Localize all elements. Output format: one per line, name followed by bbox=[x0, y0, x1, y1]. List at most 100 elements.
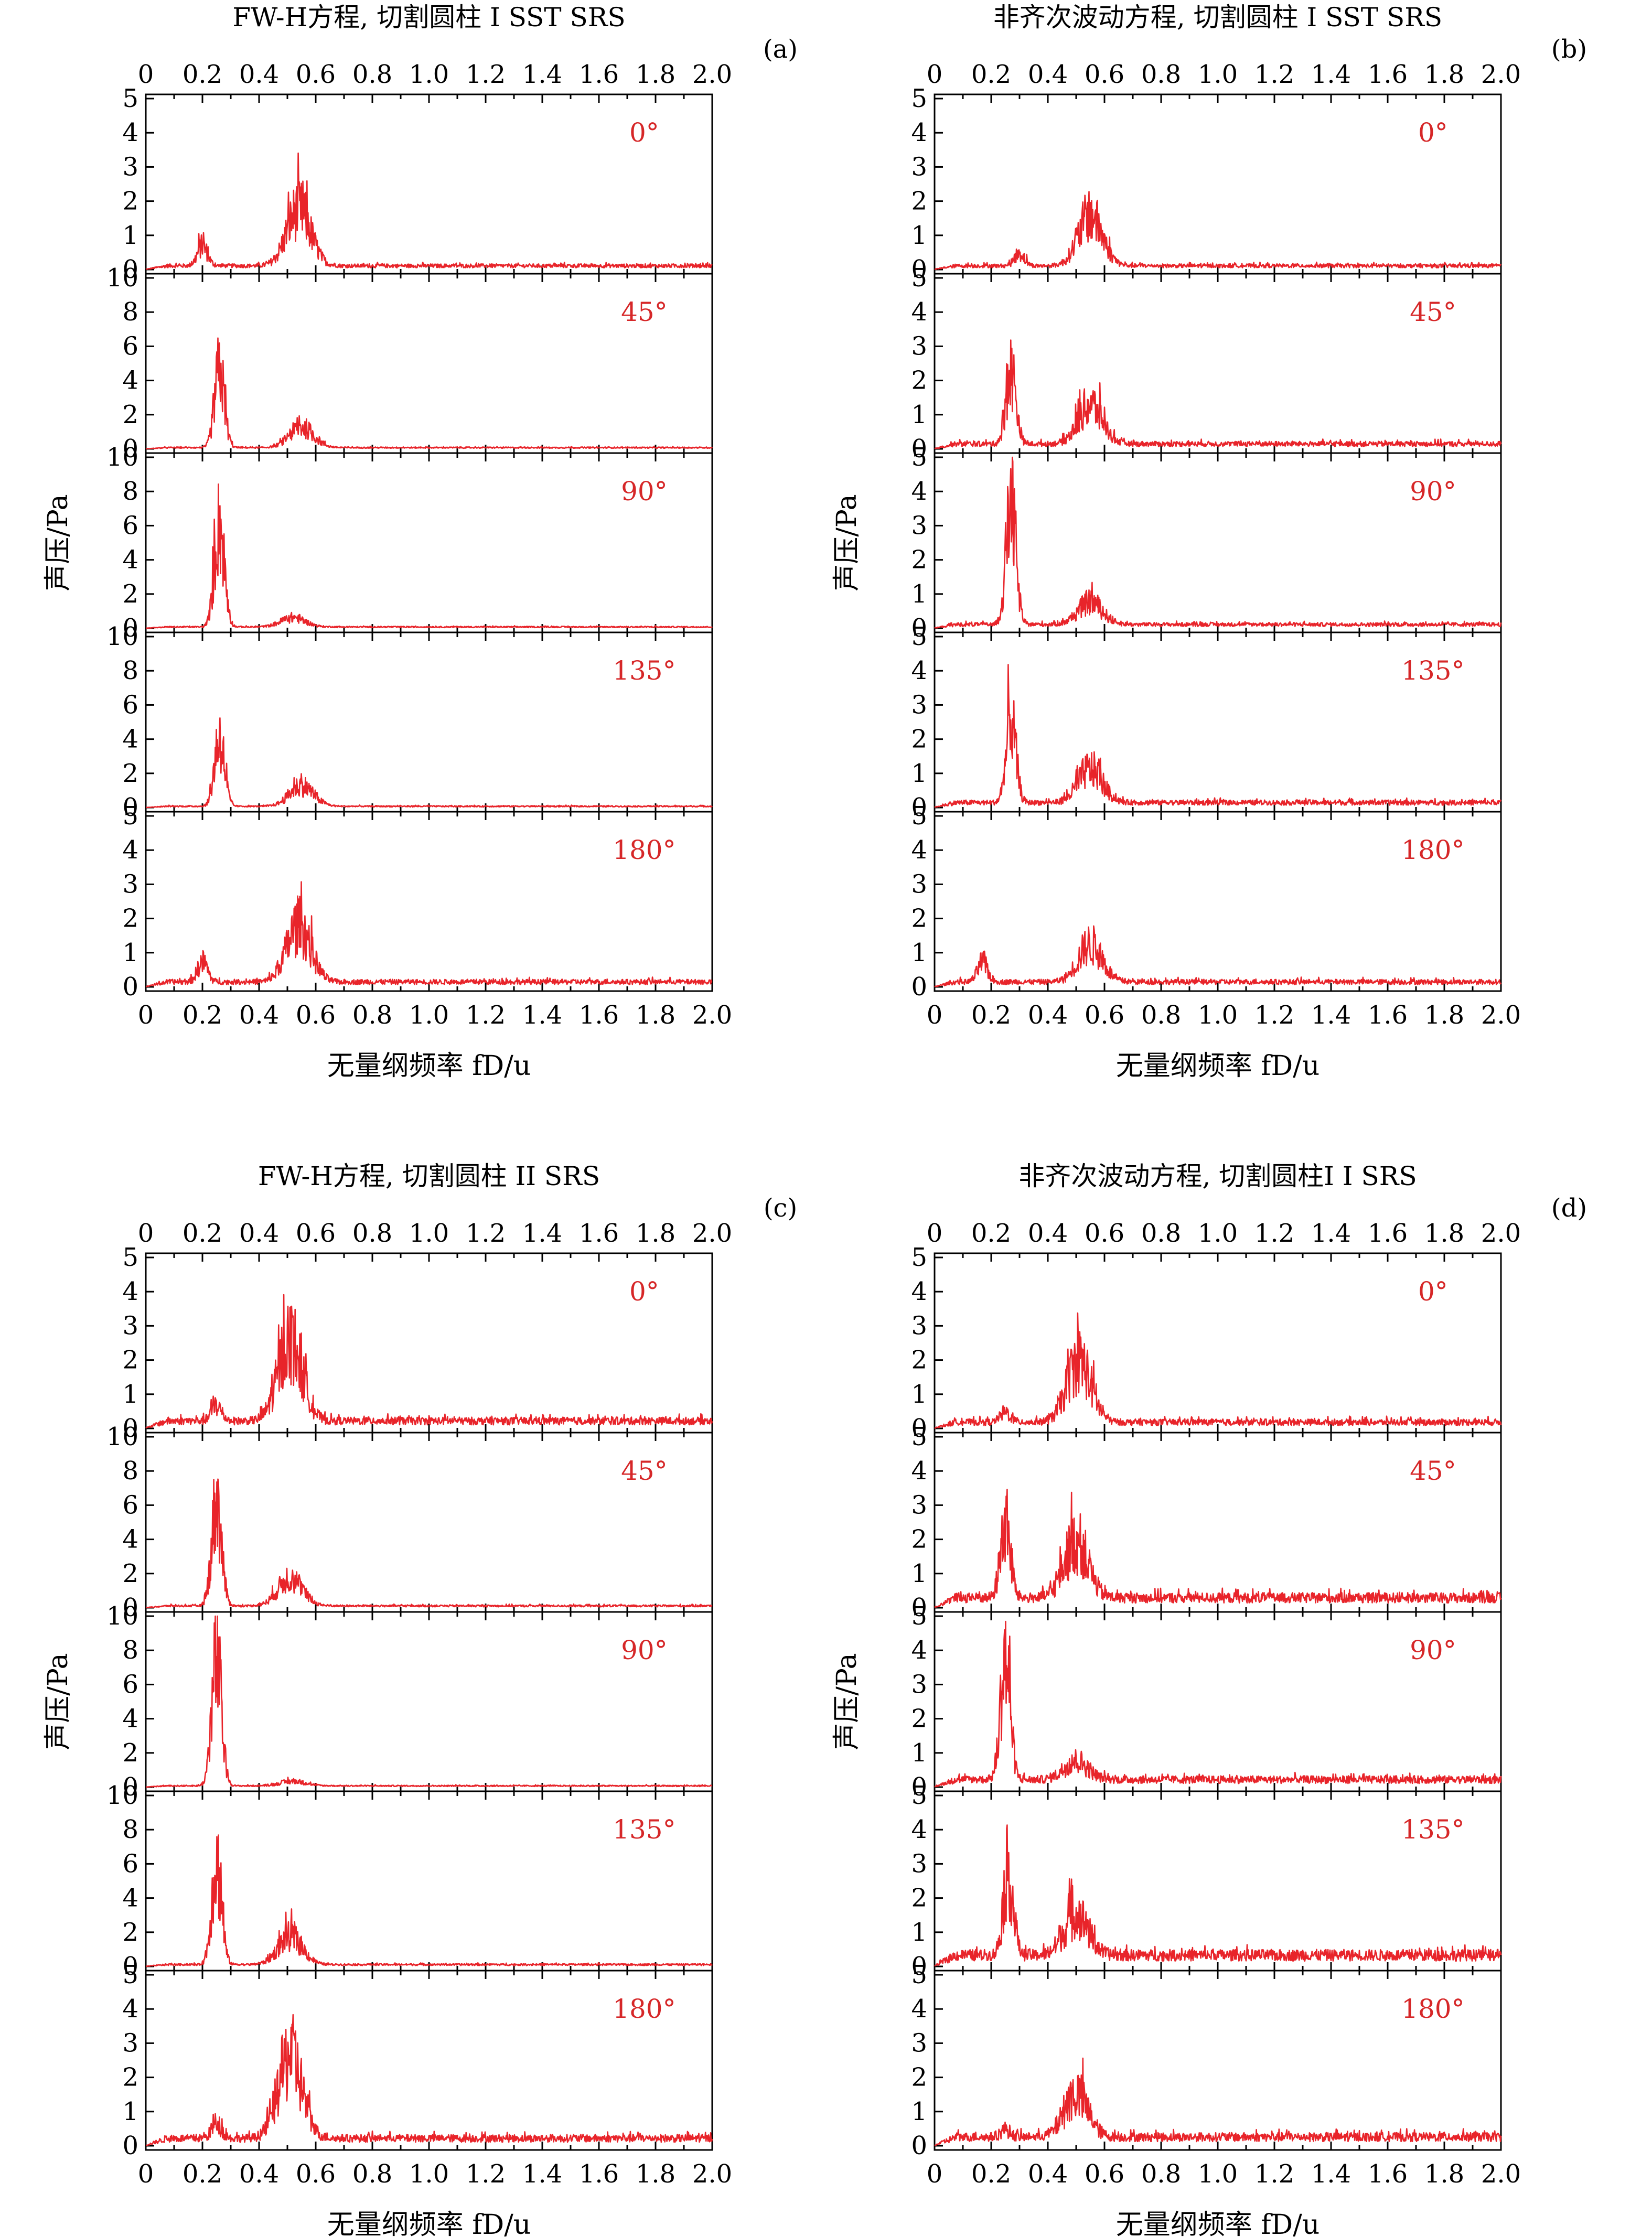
x-tick-label-top: 1.0 bbox=[409, 1219, 449, 1248]
y-tick-label: 0 bbox=[911, 434, 927, 464]
y-tick-label: 3 bbox=[911, 331, 927, 361]
x-tick-label-bottom: 0 bbox=[927, 2159, 943, 2189]
x-tick-label-bottom: 0.4 bbox=[239, 1001, 279, 1030]
y-axis-label: 声压/Pa bbox=[42, 1653, 74, 1750]
y-tick-label: 0 bbox=[911, 972, 927, 1002]
subplot-3: 0 2 4 6 8 10 135° bbox=[106, 622, 713, 822]
x-tick-label-top: 0.8 bbox=[1141, 60, 1181, 89]
x-tick-label-bottom: 1.4 bbox=[1311, 1001, 1351, 1030]
subplot-3: 0 1 2 3 4 5 135° bbox=[911, 622, 1502, 822]
x-tick-label-bottom: 0.6 bbox=[1085, 1001, 1124, 1030]
y-tick-label: 2 bbox=[911, 1884, 927, 1913]
x-tick-label-top: 0.2 bbox=[183, 60, 222, 89]
y-tick-label: 2 bbox=[122, 1346, 138, 1375]
y-tick-label: 0 bbox=[911, 1414, 927, 1443]
y-tick-label: 3 bbox=[911, 869, 927, 899]
y-tick-label: 4 bbox=[911, 1456, 927, 1486]
subplot-2: 0 2 4 6 8 10 90° bbox=[106, 443, 713, 643]
x-tick-label-top: 0.2 bbox=[971, 60, 1011, 89]
y-tick-label: 5 bbox=[911, 263, 927, 293]
y-tick-label: 2 bbox=[122, 400, 138, 429]
x-axis-label: 无量纲频率 fD/u bbox=[1116, 2209, 1320, 2237]
y-tick-label: 2 bbox=[122, 1559, 138, 1588]
y-tick-label: 0 bbox=[122, 2131, 138, 2160]
subplot-2: 0 1 2 3 4 5 90° bbox=[911, 443, 1502, 643]
x-tick-label-top: 1.4 bbox=[1311, 60, 1351, 89]
y-tick-label: 0 bbox=[911, 1772, 927, 1802]
spectrum-line bbox=[145, 1615, 713, 1788]
y-axis-label: 声压/Pa bbox=[42, 494, 74, 591]
y-tick-label: 8 bbox=[122, 1456, 138, 1486]
x-tick-label-top: 2.0 bbox=[692, 1219, 732, 1248]
spectrum-line bbox=[145, 337, 713, 450]
x-tick-label-top: 1.2 bbox=[466, 1219, 506, 1248]
x-tick-label-top: 0.4 bbox=[1028, 1219, 1068, 1248]
x-tick-label-bottom: 0.6 bbox=[296, 1001, 336, 1030]
y-tick-label: 3 bbox=[911, 1849, 927, 1878]
x-tick-label-top: 0.8 bbox=[1141, 1219, 1181, 1248]
x-axis-label: 无量纲频率 fD/u bbox=[327, 1050, 531, 1082]
y-tick-label: 0 bbox=[911, 614, 927, 643]
spectrum-line bbox=[934, 925, 1502, 987]
y-tick-label: 10 bbox=[106, 263, 138, 293]
angle-label: 180° bbox=[613, 1994, 675, 2024]
subplot-3: 0 1 2 3 4 5 135° bbox=[911, 1781, 1502, 1981]
x-tick-label-bottom: 0 bbox=[138, 1001, 154, 1030]
y-tick-label: 5 bbox=[911, 1243, 927, 1272]
subplot-0: 0 1 2 3 4 5 0° bbox=[911, 1243, 1502, 1443]
spectrum-line bbox=[934, 1824, 1502, 1966]
x-tick-label-bottom: 2.0 bbox=[692, 2159, 732, 2189]
y-tick-label: 4 bbox=[122, 366, 138, 395]
y-tick-label: 3 bbox=[911, 1311, 927, 1340]
y-tick-label: 0 bbox=[122, 614, 138, 643]
y-tick-label: 2 bbox=[122, 2063, 138, 2092]
y-tick-label: 8 bbox=[122, 656, 138, 685]
y-tick-label: 5 bbox=[911, 1960, 927, 1989]
panel-tag: (a) bbox=[763, 35, 798, 64]
y-tick-label: 4 bbox=[122, 545, 138, 575]
y-tick-label: 2 bbox=[122, 579, 138, 609]
x-tick-label-bottom: 2.0 bbox=[692, 1001, 732, 1030]
x-tick-label-bottom: 2.0 bbox=[1481, 2159, 1521, 2189]
spectrum-line bbox=[934, 191, 1501, 270]
x-tick-label-top: 0.4 bbox=[239, 60, 279, 89]
y-tick-label: 0 bbox=[122, 1952, 138, 1981]
y-tick-label: 3 bbox=[122, 152, 138, 181]
x-tick-label-bottom: 0.2 bbox=[183, 2159, 222, 2189]
y-tick-label: 4 bbox=[911, 835, 927, 865]
x-axis-label: 无量纲频率 fD/u bbox=[1116, 1050, 1320, 1082]
x-tick-label-bottom: 1.6 bbox=[1368, 2159, 1408, 2189]
y-tick-label: 6 bbox=[122, 690, 138, 719]
y-tick-label: 3 bbox=[122, 2028, 138, 2058]
spectrum-line bbox=[145, 881, 713, 987]
x-tick-label-bottom: 0.8 bbox=[352, 2159, 392, 2189]
y-tick-label: 4 bbox=[122, 725, 138, 754]
y-tick-label: 10 bbox=[106, 443, 138, 472]
y-tick-label: 4 bbox=[911, 1815, 927, 1844]
y-tick-label: 0 bbox=[122, 1414, 138, 1443]
x-tick-label-bottom: 1.4 bbox=[522, 1001, 562, 1030]
y-tick-label: 1 bbox=[911, 221, 927, 250]
subplot-0: 0 1 2 3 4 5 0° bbox=[122, 84, 713, 284]
y-tick-label: 3 bbox=[911, 152, 927, 181]
y-tick-label: 5 bbox=[911, 1781, 927, 1810]
y-tick-label: 5 bbox=[122, 801, 138, 831]
x-tick-label-top: 1.4 bbox=[522, 60, 562, 89]
x-tick-label-bottom: 0.8 bbox=[352, 1001, 392, 1030]
subplot-4: 0 1 2 3 4 5 180° bbox=[122, 1960, 713, 2160]
spectrum-line bbox=[145, 1834, 713, 1967]
y-axis-label: 声压/Pa bbox=[831, 494, 863, 591]
y-tick-label: 1 bbox=[911, 1738, 927, 1768]
x-tick-label-top: 0.8 bbox=[352, 60, 392, 89]
y-tick-label: 1 bbox=[122, 938, 138, 967]
y-tick-label: 2 bbox=[122, 759, 138, 788]
x-tick-label-top: 1.8 bbox=[1424, 60, 1464, 89]
spectrum-line bbox=[145, 483, 713, 629]
panel-d: 非齐次波动方程, 切割圆柱I I SRS (d) 0 0.2 0.4 0.6 0.8 1.0 1… bbox=[831, 1161, 1587, 2237]
y-tick-label: 2 bbox=[122, 1918, 138, 1947]
y-tick-label: 4 bbox=[122, 1884, 138, 1913]
x-tick-label-bottom: 0 bbox=[138, 2159, 154, 2189]
subplot-1: 0 1 2 3 4 5 45° bbox=[911, 1422, 1502, 1622]
y-tick-label: 1 bbox=[911, 400, 927, 429]
y-tick-label: 3 bbox=[911, 1670, 927, 1699]
